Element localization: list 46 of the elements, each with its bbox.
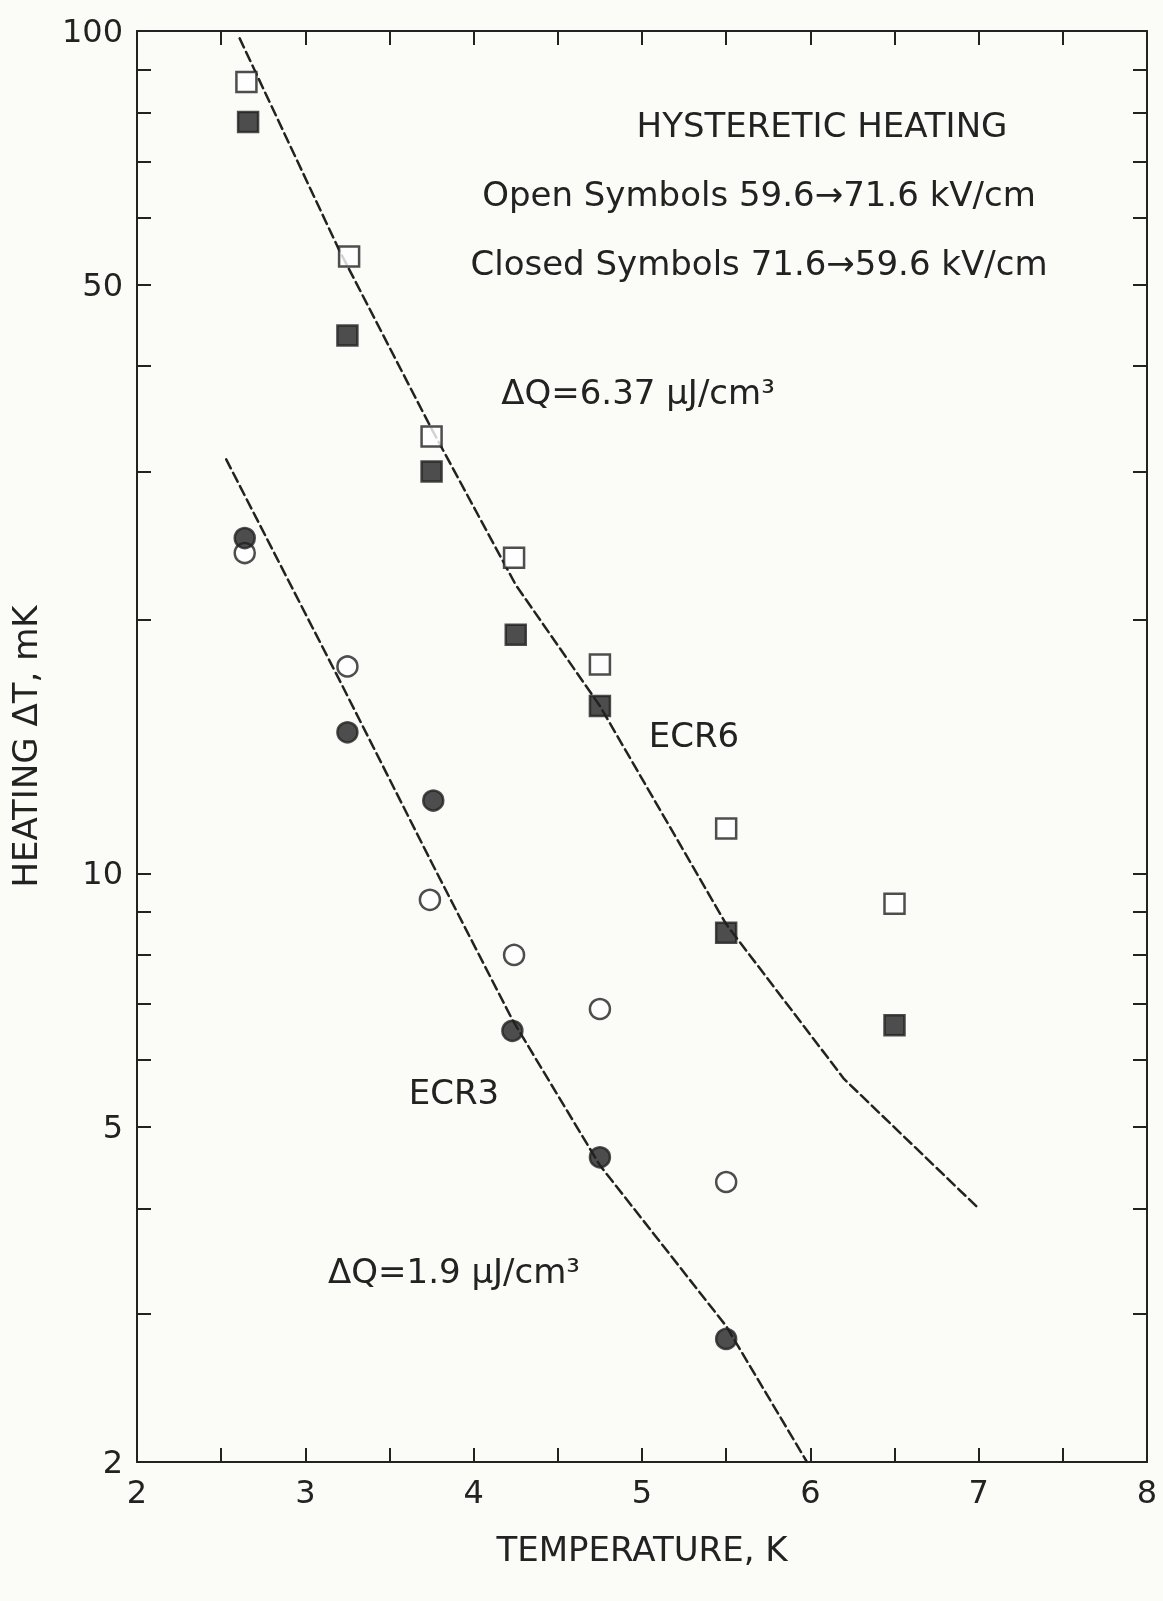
point: [883, 1014, 906, 1037]
point: [504, 623, 527, 646]
point: [714, 817, 738, 840]
point: [588, 694, 612, 718]
y-tick-label: 2: [102, 1443, 123, 1481]
annotation: ECR6: [648, 715, 740, 755]
point: [588, 997, 612, 1021]
y-axis-title: HEATING ΔT, mK: [5, 603, 45, 888]
x-tick-label: 8: [1136, 1473, 1158, 1511]
point: [883, 892, 906, 916]
annotation: ΔQ=6.37 μJ/cm³: [501, 372, 775, 412]
point: [336, 324, 359, 347]
point: [336, 655, 359, 678]
point: [420, 460, 443, 483]
x-tick-label: 6: [800, 1473, 821, 1511]
annotation: ΔQ=1.9 μJ/cm³: [328, 1251, 580, 1291]
x-tick-label: 4: [463, 1473, 484, 1511]
point: [236, 110, 260, 134]
point: [714, 1327, 738, 1351]
annotation: HYSTERETIC HEATING: [636, 105, 1008, 145]
x-tick-label: 2: [126, 1473, 148, 1511]
point: [337, 245, 361, 268]
x-tick-label: 7: [968, 1473, 989, 1511]
point: [588, 653, 612, 676]
point: [420, 425, 443, 448]
y-tick-label: 10: [82, 854, 123, 893]
y-tick-label: 50: [82, 265, 123, 304]
point: [502, 943, 526, 967]
point: [502, 546, 526, 569]
point: [588, 1146, 612, 1169]
annotation: Open Symbols 59.6→71.6 kV/cm: [482, 174, 1036, 214]
point: [418, 888, 442, 912]
x-tick-label: 3: [295, 1473, 316, 1511]
point: [233, 526, 256, 550]
annotation: Closed Symbols 71.6→59.6 kV/cm: [470, 243, 1048, 283]
point: [235, 70, 258, 94]
point: [714, 921, 738, 944]
point: [336, 721, 359, 744]
point: [714, 1170, 738, 1194]
point: [422, 789, 445, 812]
x-axis-title: TEMPERATURE, K: [495, 1529, 790, 1569]
y-tick-label: 100: [61, 12, 123, 50]
annotation: ECR3: [408, 1072, 500, 1112]
x-tick-label: 5: [631, 1473, 653, 1511]
y-tick-label: 5: [102, 1107, 123, 1146]
point: [501, 1019, 524, 1043]
